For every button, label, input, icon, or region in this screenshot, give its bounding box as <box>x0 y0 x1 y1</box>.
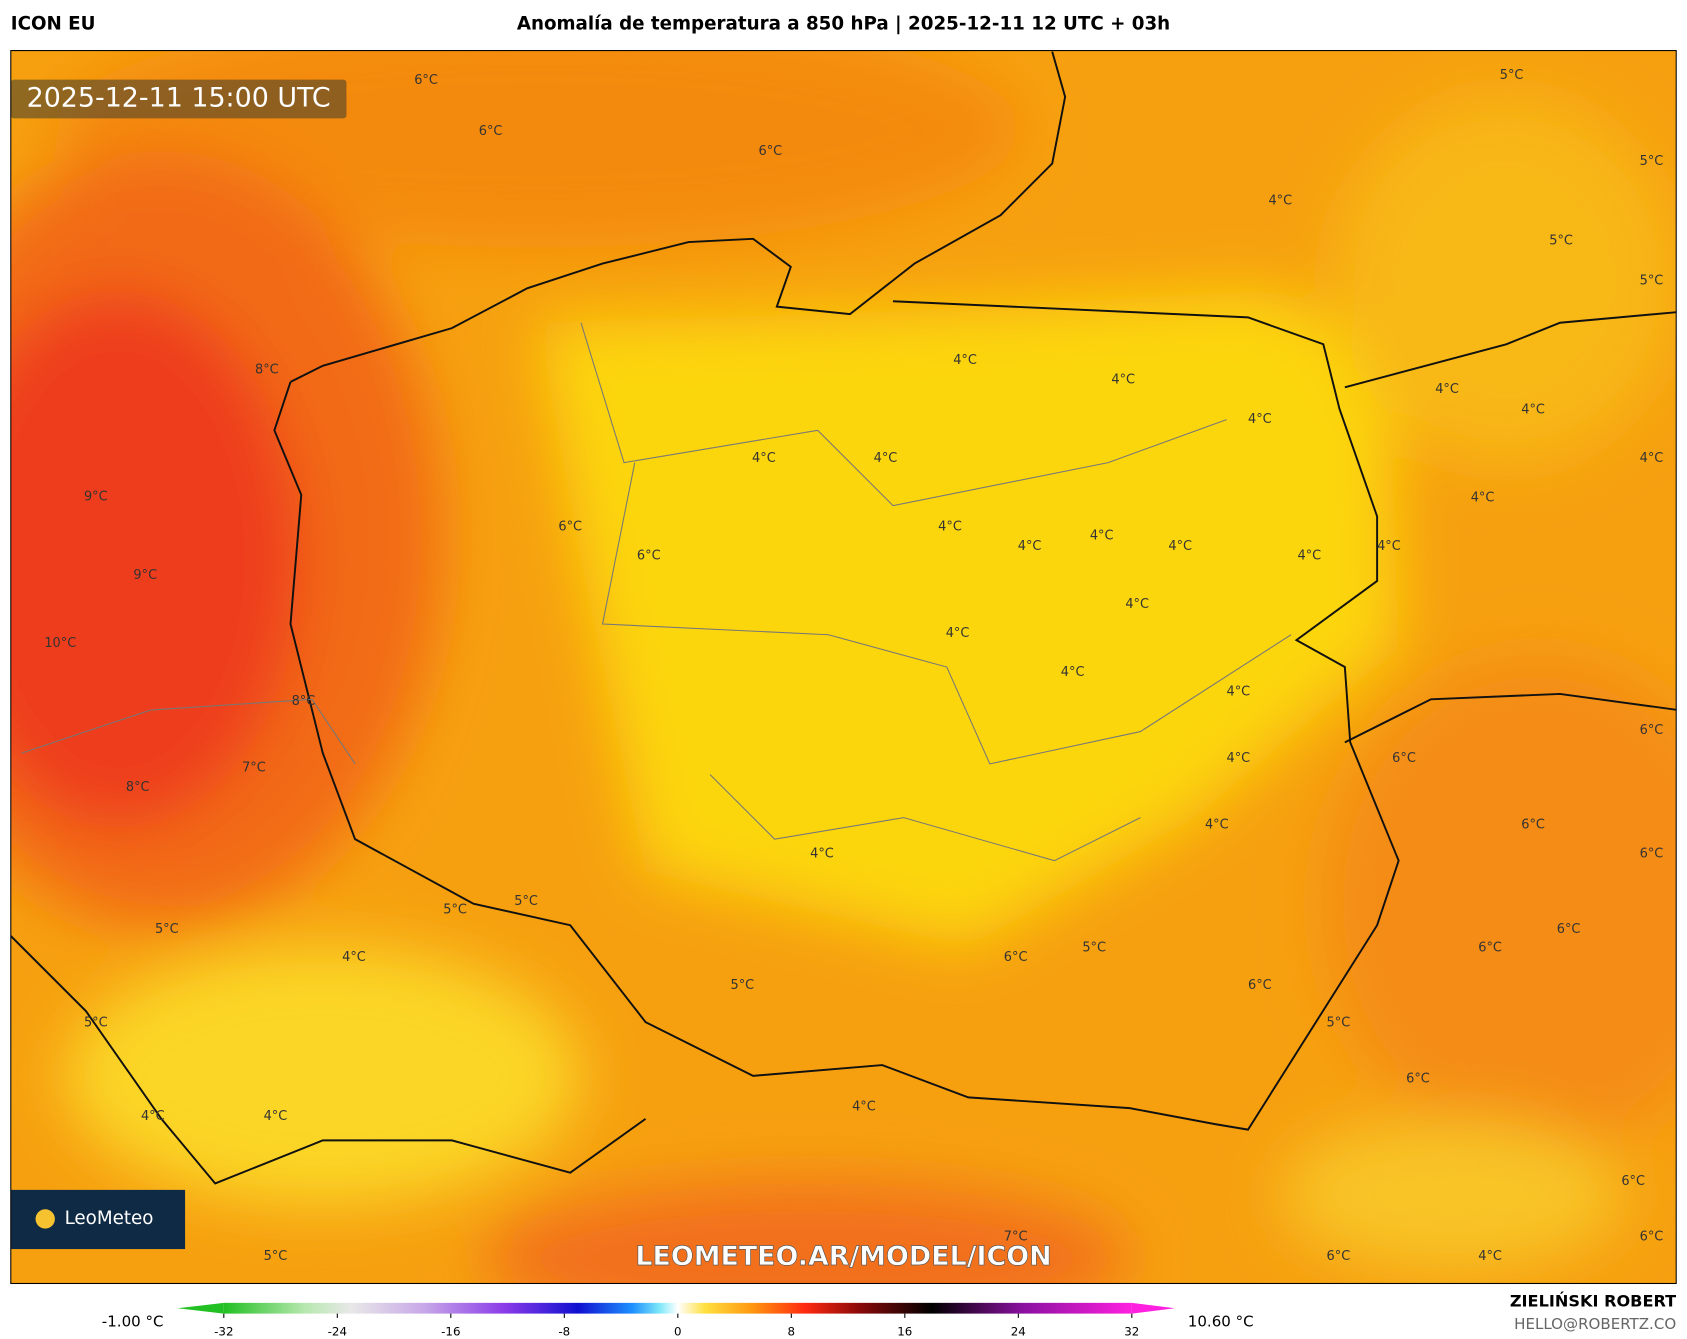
contour-label: 4°C <box>1205 818 1229 833</box>
contour-label: 6°C <box>1248 978 1272 993</box>
contour-label: 4°C <box>1640 451 1664 466</box>
timestamp: 2025-12-11 15:00 UTC <box>27 82 331 113</box>
contour-label: 4°C <box>1248 412 1272 427</box>
colorbar-low-arrow <box>177 1302 224 1314</box>
contour-label: 6°C <box>637 549 661 564</box>
contour-label: 10°C <box>44 636 76 651</box>
anomaly-field <box>10 50 1677 1284</box>
colorbar-tick-label: 24 <box>1011 1324 1026 1338</box>
colorbar-high-arrow <box>1131 1302 1175 1314</box>
contour-label: 6°C <box>479 124 503 139</box>
colorbar-tick-label: -8 <box>558 1324 570 1338</box>
contour-label: 5°C <box>1549 233 1573 248</box>
model-name: ICON EU <box>11 14 96 35</box>
contour-label: 4°C <box>874 451 898 466</box>
contour-label: 4°C <box>852 1100 876 1115</box>
contour-label: 4°C <box>1168 539 1192 554</box>
logo-text: LeoMeteo <box>65 1208 154 1229</box>
contour-label: 5°C <box>84 1016 108 1031</box>
contour-label: 6°C <box>558 520 582 535</box>
contour-label: 4°C <box>1111 372 1135 387</box>
contour-label: 4°C <box>1226 684 1250 699</box>
colorbar-tick-label: 8 <box>788 1324 796 1338</box>
contour-label: 4°C <box>953 353 977 368</box>
contour-label: 4°C <box>1090 528 1114 543</box>
contour-label: 4°C <box>1471 491 1495 506</box>
colorbar-max: 10.60 °C <box>1188 1313 1254 1331</box>
contour-label: 6°C <box>1478 940 1502 955</box>
contour-label: 4°C <box>1125 597 1149 612</box>
map-title: Anomalía de temperatura a 850 hPa | 2025… <box>517 14 1170 35</box>
contour-label: 4°C <box>1226 751 1250 766</box>
colorbar-tick-label: -24 <box>328 1324 347 1338</box>
contour-label: 7°C <box>242 761 266 776</box>
contour-label: 4°C <box>938 520 962 535</box>
contour-label: 6°C <box>1406 1072 1430 1087</box>
contour-label: 4°C <box>342 950 366 965</box>
contour-label: 6°C <box>1004 950 1028 965</box>
contour-labels: 6°C 6°C 6°C 5°C 5°C 4°C 5°C 5°C 8°C 4°C 4°C 4°C 4°C 4… <box>44 68 1663 1264</box>
contour-label: 5°C <box>514 894 538 909</box>
contour-label: 5°C <box>1327 1016 1351 1031</box>
colorbar <box>223 1302 1132 1314</box>
borders <box>10 51 1677 1185</box>
contour-label: 4°C <box>1377 539 1401 554</box>
contour-label: 4°C <box>141 1109 165 1124</box>
contour-label: 4°C <box>1018 539 1042 554</box>
contour-label: 6°C <box>1521 818 1545 833</box>
contour-label: 5°C <box>1640 154 1664 169</box>
logo-sun <box>35 1209 55 1229</box>
map: 6°C 6°C 6°C 5°C 5°C 4°C 5°C 5°C 8°C 4°C 4°C 4°C 4°C 4… <box>10 50 1677 1284</box>
contour-label: 6°C <box>414 73 438 88</box>
contour-label: 4°C <box>1297 549 1321 564</box>
timestamp-box <box>10 79 347 119</box>
contour-label: 9°C <box>133 568 157 583</box>
colorbar-tick-label: 32 <box>1124 1324 1139 1338</box>
contour-label: 5°C <box>443 903 467 918</box>
contour-label: 6°C <box>1640 847 1664 862</box>
contour-label: 6°C <box>1640 1230 1664 1245</box>
contour-label: 4°C <box>1061 665 1085 680</box>
contour-label: 4°C <box>810 847 834 862</box>
contour-label: 5°C <box>1082 940 1106 955</box>
contour-label: 4°C <box>1435 382 1459 397</box>
contour-label: 4°C <box>1268 194 1292 209</box>
map-frame <box>10 50 1677 1285</box>
contour-label: 6°C <box>1392 751 1416 766</box>
contour-label: 4°C <box>946 626 970 641</box>
contour-label: 5°C <box>1640 273 1664 288</box>
contour-label: 6°C <box>1327 1249 1351 1264</box>
contour-label: 4°C <box>1478 1249 1502 1264</box>
contour-label: 5°C <box>264 1249 288 1264</box>
contour-label: 7°C <box>1004 1230 1028 1245</box>
contour-label: 5°C <box>1500 68 1524 83</box>
colorbar-ticks: -32 -24 -16 -8 0 8 16 24 32 <box>214 1313 1139 1338</box>
contour-label: 6°C <box>1557 922 1581 937</box>
colorbar-tick-label: -32 <box>214 1324 233 1338</box>
contour-label: 8°C <box>126 780 150 795</box>
contour-label: 8°C <box>255 363 279 378</box>
colorbar-tick-label: 16 <box>897 1324 912 1338</box>
contact: HELLO@ROBERTZ.CO <box>1514 1315 1676 1333</box>
contour-label: 4°C <box>264 1109 288 1124</box>
colorbar-tick-label: -16 <box>441 1324 460 1338</box>
colorbar-min: -1.00 °C <box>102 1313 164 1331</box>
contour-label: 4°C <box>1521 402 1545 417</box>
contour-label: 5°C <box>155 922 179 937</box>
contour-label: 4°C <box>752 451 776 466</box>
contour-label: 6°C <box>1640 723 1664 738</box>
watermark: LEOMETEO.AR/MODEL/ICON <box>635 1241 1051 1272</box>
colorbar-tick-label: 0 <box>674 1324 682 1338</box>
contour-label: 8°C <box>292 694 316 709</box>
author: ZIELIŃSKI ROBERT <box>1510 1291 1676 1310</box>
regional-borders <box>21 322 1292 862</box>
contour-label: 6°C <box>758 144 782 159</box>
contour-label: 5°C <box>731 978 755 993</box>
contour-label: 6°C <box>1621 1174 1645 1189</box>
contour-label: 9°C <box>84 490 108 505</box>
